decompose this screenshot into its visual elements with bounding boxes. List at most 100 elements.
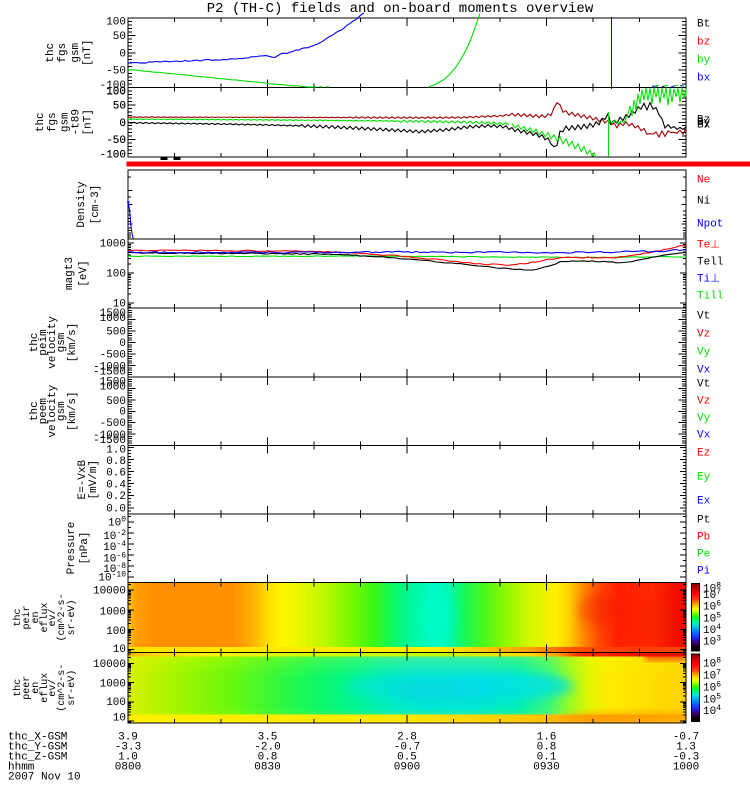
svg-text:10: 10	[113, 644, 126, 656]
svg-text:0: 0	[119, 338, 126, 350]
svg-text:bx: bx	[697, 73, 711, 85]
svg-text:velocity: velocity	[47, 384, 59, 437]
svg-text:Ni: Ni	[697, 196, 711, 208]
svg-text:0: 0	[119, 48, 126, 60]
svg-text:50: 50	[113, 100, 126, 112]
svg-text:eflux: eflux	[39, 602, 51, 632]
svg-text:en: en	[31, 611, 42, 623]
svg-text:Pressure: Pressure	[66, 522, 78, 575]
svg-text:1.0: 1.0	[106, 444, 126, 456]
svg-text:0.8: 0.8	[258, 752, 278, 764]
svg-text:100: 100	[106, 87, 126, 99]
svg-text:Ne: Ne	[697, 175, 710, 187]
svg-text:(cm^2-s-: (cm^2-s-	[56, 664, 68, 712]
svg-text:thc: thc	[12, 608, 24, 626]
svg-text:100: 100	[106, 697, 126, 709]
svg-text:thc: thc	[35, 112, 47, 132]
svg-text:-100: -100	[100, 80, 126, 92]
svg-text:-50: -50	[106, 135, 126, 147]
svg-text:10000: 10000	[93, 586, 126, 598]
svg-text:1500: 1500	[100, 308, 126, 320]
svg-text:1.0: 1.0	[118, 752, 138, 764]
svg-text:-1500: -1500	[93, 367, 126, 379]
svg-text:peem: peem	[38, 398, 50, 425]
svg-text:[nPa]: [nPa]	[79, 531, 91, 564]
svg-text:E=-VxB: E=-VxB	[77, 459, 89, 499]
svg-text:peir: peir	[21, 605, 33, 629]
svg-text:Ti⊥: Ti⊥	[697, 274, 720, 286]
svg-text:sr-eV): sr-eV)	[66, 670, 78, 706]
svg-text:0.2: 0.2	[106, 491, 126, 503]
svg-text:-50: -50	[106, 135, 126, 147]
svg-text:-500: -500	[100, 349, 126, 361]
svg-text:velocity: velocity	[47, 316, 59, 369]
svg-text:10000: 10000	[93, 659, 126, 671]
svg-text:0.0: 0.0	[106, 503, 126, 515]
svg-text:1000: 1000	[673, 762, 699, 774]
svg-text:0.5: 0.5	[397, 752, 417, 764]
svg-text:1500: 1500	[100, 377, 126, 389]
svg-text:Pt: Pt	[697, 515, 710, 527]
svg-text:Vz: Vz	[697, 329, 710, 341]
svg-text:-1500: -1500	[93, 435, 126, 447]
svg-text:10: 10	[113, 299, 126, 311]
svg-text:0930: 0930	[533, 762, 559, 774]
svg-text:100: 100	[106, 17, 126, 29]
svg-text:100: 100	[106, 86, 126, 98]
svg-text:[cm-3]: [cm-3]	[90, 185, 102, 225]
svg-text:en: en	[31, 682, 42, 694]
svg-text:Vt: Vt	[697, 311, 710, 323]
svg-text:By: By	[697, 117, 711, 129]
svg-text:Tell: Tell	[697, 257, 723, 269]
svg-text:peim: peim	[38, 329, 50, 356]
svg-text:-1000: -1000	[93, 430, 126, 442]
svg-text:0.4: 0.4	[106, 479, 126, 491]
svg-text:thc: thc	[29, 401, 41, 421]
svg-text:fgs: fgs	[57, 43, 69, 63]
svg-text:Vx: Vx	[697, 365, 711, 377]
svg-text:magt3: magt3	[64, 257, 76, 290]
svg-text:fgs: fgs	[47, 112, 59, 132]
svg-text:50: 50	[113, 100, 126, 112]
svg-text:1000: 1000	[100, 678, 126, 690]
svg-text:-500: -500	[100, 418, 126, 430]
svg-text:-50: -50	[106, 66, 126, 78]
svg-text:1000: 1000	[100, 239, 126, 251]
svg-text:peer: peer	[22, 676, 33, 700]
svg-text:-100: -100	[100, 150, 126, 162]
svg-text:Te⊥: Te⊥	[697, 240, 720, 252]
svg-text:-1000: -1000	[93, 362, 126, 374]
svg-text:gsm: gsm	[56, 401, 68, 421]
svg-text:2007 Nov 10: 2007 Nov 10	[8, 772, 81, 784]
svg-text:Vy: Vy	[697, 413, 711, 425]
svg-text:10: 10	[113, 713, 126, 725]
svg-text:1000: 1000	[100, 313, 126, 325]
svg-text:P2 (TH-C) fields and on-board: P2 (TH-C) fields and on-board moments ov…	[207, 1, 594, 17]
svg-text:500: 500	[106, 396, 126, 408]
svg-text:0: 0	[119, 118, 126, 130]
svg-text:Vy: Vy	[697, 347, 711, 359]
svg-text:Vz: Vz	[697, 396, 710, 408]
svg-text:Density: Density	[76, 181, 88, 228]
svg-text:0.8: 0.8	[106, 456, 126, 468]
svg-text:by: by	[697, 55, 711, 67]
svg-text:[nT]: [nT]	[82, 40, 94, 66]
svg-text:thc_Z-GSM: thc_Z-GSM	[8, 752, 67, 764]
svg-text:Ey: Ey	[697, 472, 711, 484]
svg-text:Npot: Npot	[697, 219, 723, 231]
svg-text:Pb: Pb	[697, 532, 710, 544]
svg-text:Vx: Vx	[697, 430, 711, 442]
svg-text:-t89: -t89	[71, 109, 83, 135]
svg-text:1000: 1000	[100, 382, 126, 394]
svg-text:[km/s]: [km/s]	[67, 391, 79, 431]
svg-text:thc: thc	[45, 43, 57, 63]
svg-text:1000: 1000	[100, 606, 126, 618]
svg-text:-3.3: -3.3	[115, 742, 141, 754]
svg-text:50: 50	[113, 31, 126, 43]
svg-text:thc_Y-GSM: thc_Y-GSM	[8, 742, 67, 754]
svg-text:bz: bz	[697, 37, 710, 49]
svg-text:3.5: 3.5	[258, 732, 278, 744]
svg-text:500: 500	[106, 327, 126, 339]
svg-text:Vt: Vt	[697, 379, 710, 391]
svg-text:[km/s]: [km/s]	[67, 323, 79, 363]
